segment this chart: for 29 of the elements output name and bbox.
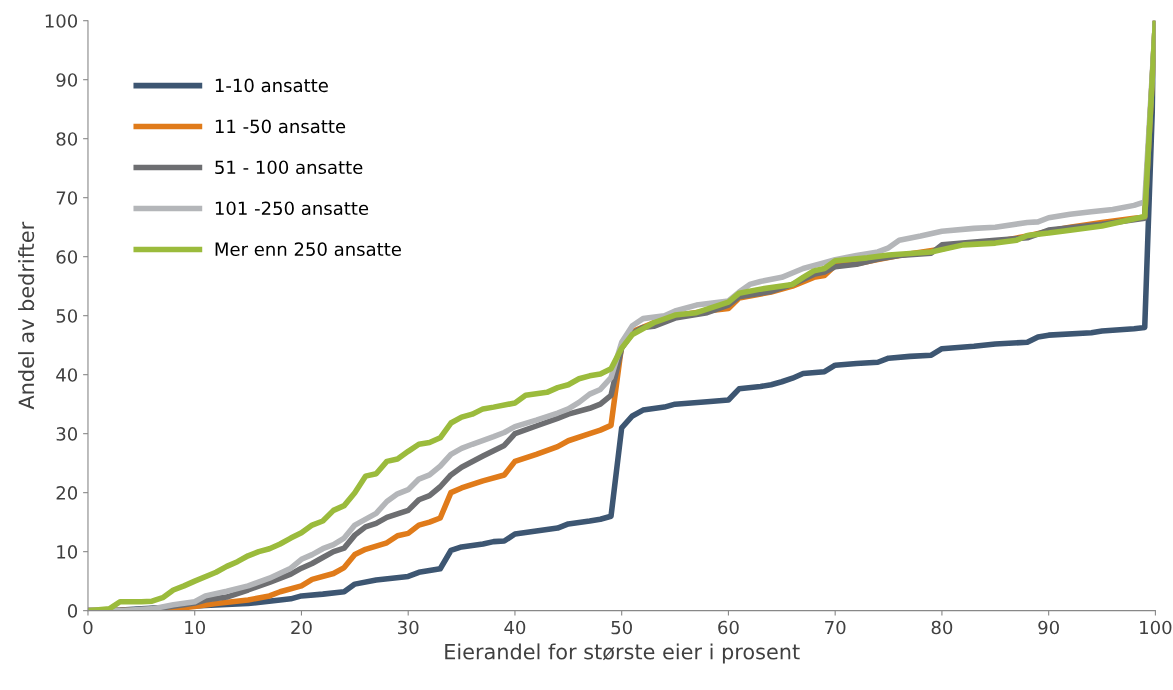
y-tick-label: 100 — [45, 14, 78, 28]
y-tick-label: 80 — [56, 132, 78, 146]
y-tick-label: 40 — [56, 368, 78, 382]
x-tick-label: 20 — [291, 620, 312, 635]
legend-label: 101 -250 ansatte — [215, 201, 369, 216]
y-tick-label: 10 — [57, 545, 78, 559]
y-tick-label: 20 — [56, 486, 78, 500]
y-tick-label: 60 — [56, 250, 78, 264]
y-tick-label: 50 — [56, 309, 78, 323]
y-tick-label: 30 — [56, 427, 78, 441]
y-axis-title: Andel av bedrifter — [18, 221, 35, 410]
x-tick-label: 70 — [825, 620, 846, 635]
x-tick-label: 90 — [1038, 620, 1059, 635]
x-tick-label: 0 — [83, 620, 93, 635]
legend-label: 1-10 ansatte — [215, 78, 328, 93]
x-tick-label: 50 — [611, 620, 632, 635]
x-tick-label: 10 — [185, 620, 206, 635]
legend-label: 11 -50 ansatte — [215, 119, 346, 134]
x-tick-label: 60 — [718, 620, 739, 635]
legend-label: Mer enn 250 ansatte — [215, 242, 401, 257]
x-tick-label: 100 — [1140, 620, 1172, 635]
x-tick-label: 80 — [931, 620, 953, 635]
x-tick-label: 30 — [398, 620, 419, 635]
x-tick-label: 40 — [504, 620, 526, 635]
y-tick-label: 90 — [56, 73, 78, 87]
legend-label: 51 - 100 ansatte — [215, 160, 363, 175]
x-axis-title: Eierandel for største eier i prosent — [445, 643, 800, 664]
y-tick-label: 70 — [56, 191, 78, 205]
y-tick-label: 0 — [67, 604, 78, 618]
